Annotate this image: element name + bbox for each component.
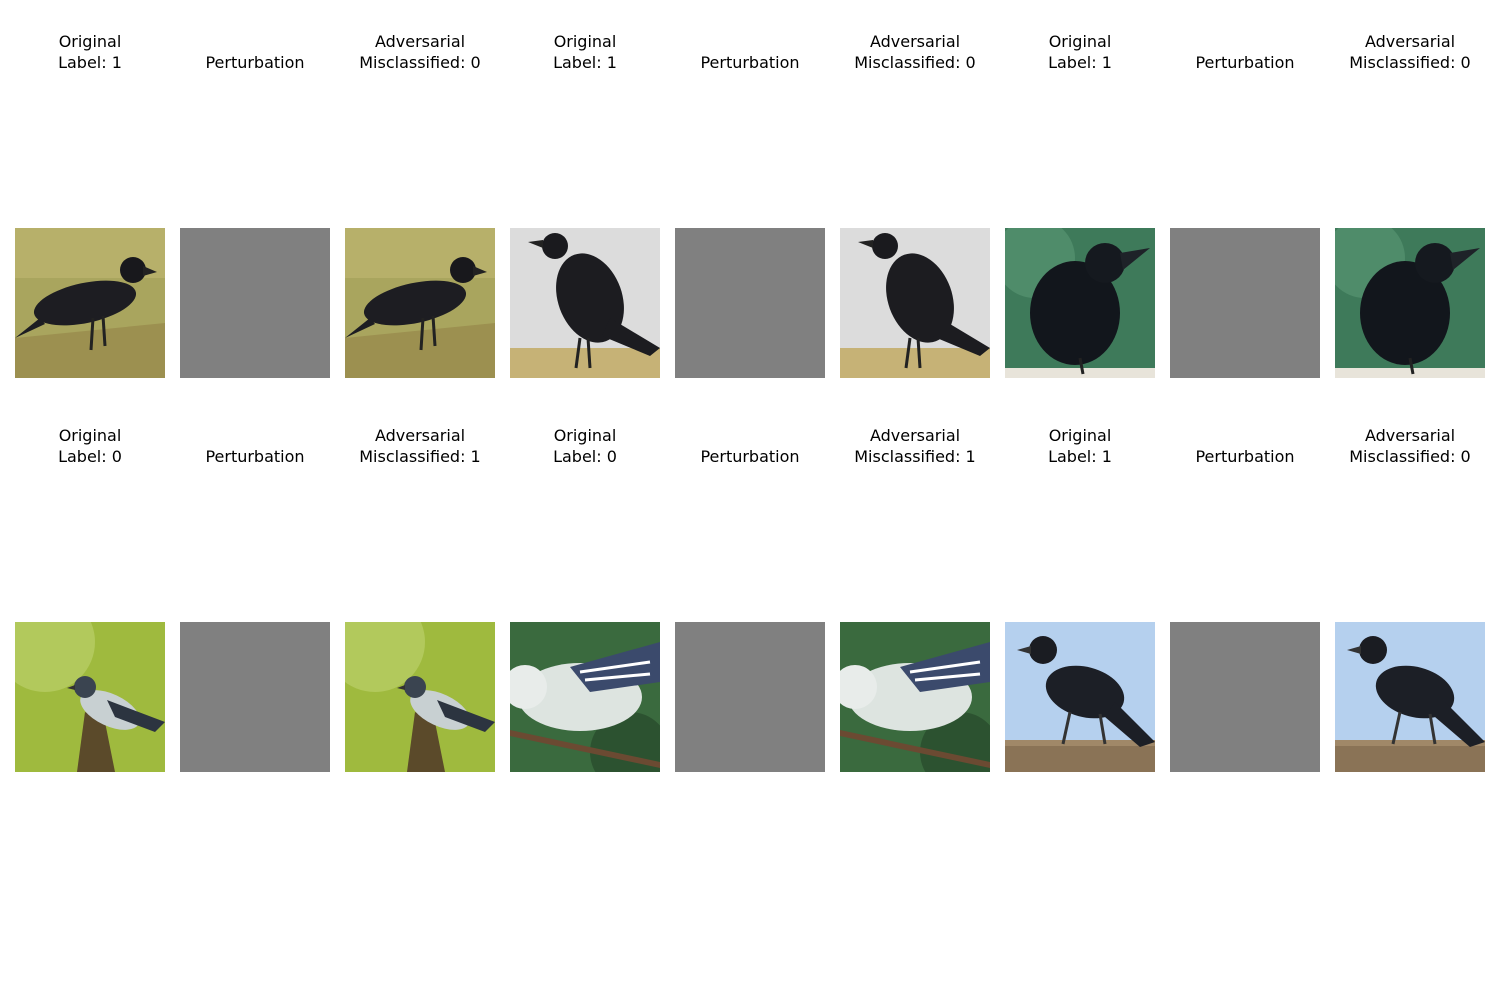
perturbation-image (1170, 622, 1320, 772)
panel-title: Adversarial Misclassified: 0 (854, 32, 976, 72)
perturbation-image (675, 228, 825, 378)
panel-title: Original Label: 0 (553, 426, 617, 466)
panel-title: Adversarial Misclassified: 0 (1349, 32, 1471, 72)
panel-title: Perturbation (700, 53, 800, 72)
warbler-green-image (15, 622, 165, 772)
perturbation-image (180, 228, 330, 378)
warbler-branch-image (510, 622, 660, 772)
crow-grass-image (345, 228, 495, 378)
perturbation-image (1170, 228, 1320, 378)
warbler-green-image (345, 622, 495, 772)
crow-green-image (1335, 228, 1485, 378)
crow-standing-image (840, 228, 990, 378)
panel-title: Adversarial Misclassified: 1 (359, 426, 481, 466)
panel-title: Original Label: 0 (58, 426, 122, 466)
panel-title: Perturbation (700, 447, 800, 466)
panel-title: Adversarial Misclassified: 0 (359, 32, 481, 72)
crow-standing-image (510, 228, 660, 378)
crow-sky-image (1335, 622, 1485, 772)
panel-title: Adversarial Misclassified: 1 (854, 426, 976, 466)
crow-green-image (1005, 228, 1155, 378)
panel-title: Perturbation (1195, 53, 1295, 72)
panel-title: Original Label: 1 (553, 32, 617, 72)
warbler-branch-image (840, 622, 990, 772)
crow-sky-image (1005, 622, 1155, 772)
panel-title: Original Label: 1 (1048, 32, 1112, 72)
perturbation-image (675, 622, 825, 772)
crow-grass-image (15, 228, 165, 378)
panel-title: Perturbation (1195, 447, 1295, 466)
panel-title: Adversarial Misclassified: 0 (1349, 426, 1471, 466)
panel-title: Original Label: 1 (1048, 426, 1112, 466)
panel-title: Original Label: 1 (58, 32, 122, 72)
perturbation-image (180, 622, 330, 772)
panel-title: Perturbation (205, 447, 305, 466)
panel-title: Perturbation (205, 53, 305, 72)
